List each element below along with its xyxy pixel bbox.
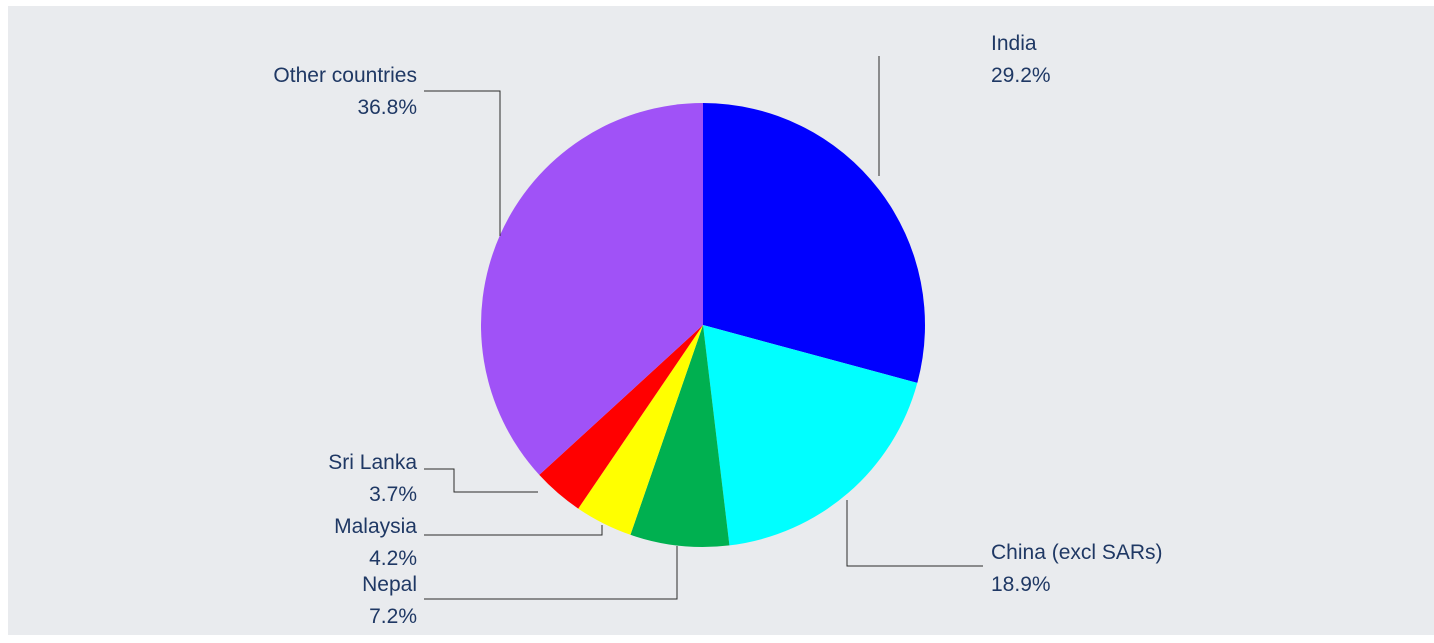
slice-label-nepal: Nepal bbox=[362, 573, 417, 596]
slice-value-china-excl-sars: 18.9% bbox=[991, 573, 1051, 596]
pie-slices bbox=[481, 103, 925, 547]
slice-label-china-excl-sars: China (excl SARs) bbox=[991, 541, 1163, 564]
slice-label-india: India bbox=[991, 32, 1037, 55]
leader-line-china-excl-sars bbox=[846, 500, 983, 567]
leader-line-other-countries bbox=[424, 90, 501, 236]
slice-value-other-countries: 36.8% bbox=[357, 96, 417, 119]
pie-slice-china-excl-sars bbox=[703, 325, 918, 546]
slice-labels: India 29.2% China (excl SARs) 18.9% Nepal 7.2… bbox=[273, 32, 1162, 628]
pie-slice-malaysia bbox=[578, 325, 703, 535]
leader-line-nepal bbox=[424, 546, 678, 600]
leader-line-sri-lanka bbox=[424, 468, 538, 493]
slice-label-malaysia: Malaysia bbox=[334, 515, 417, 538]
pie-chart: India 29.2% China (excl SARs) 18.9% Nepal 7.2… bbox=[273, 32, 1162, 628]
leader-lines bbox=[424, 56, 983, 600]
pie-slice-india bbox=[703, 103, 925, 383]
pie-slice-sri-lanka bbox=[539, 325, 703, 509]
pie-slice-nepal bbox=[630, 325, 730, 547]
slice-value-malaysia: 4.2% bbox=[369, 547, 417, 570]
slice-value-sri-lanka: 3.7% bbox=[369, 483, 417, 506]
leader-line-malaysia bbox=[424, 525, 603, 536]
slice-value-india: 29.2% bbox=[991, 64, 1051, 87]
slice-value-nepal: 7.2% bbox=[369, 605, 417, 628]
pie-slice-other-countries bbox=[481, 103, 703, 475]
slice-label-sri-lanka: Sri Lanka bbox=[328, 451, 417, 474]
slice-label-other-countries: Other countries bbox=[273, 64, 417, 87]
chart-frame: India 29.2% China (excl SARs) 18.9% Nepal 7.2… bbox=[8, 6, 1434, 635]
